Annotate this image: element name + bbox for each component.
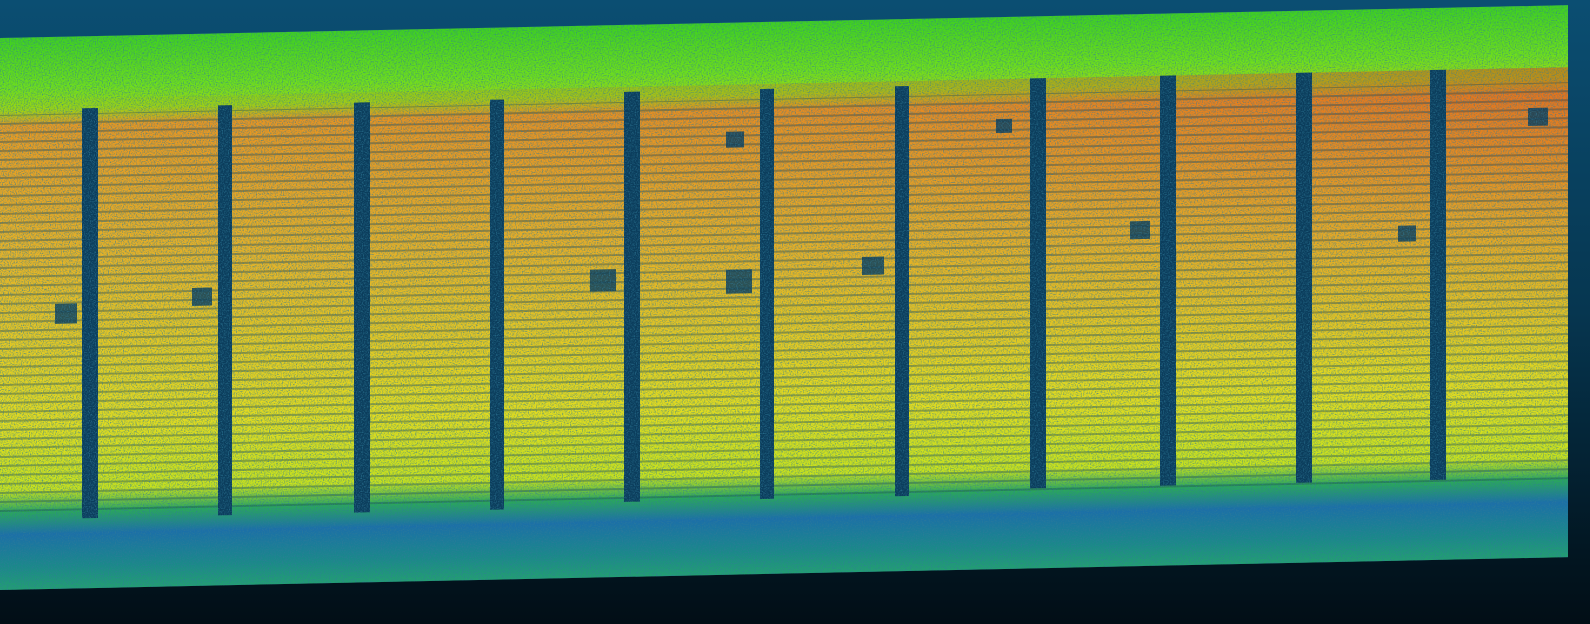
scan-band — [0, 5, 1568, 590]
speckle — [0, 5, 1568, 590]
